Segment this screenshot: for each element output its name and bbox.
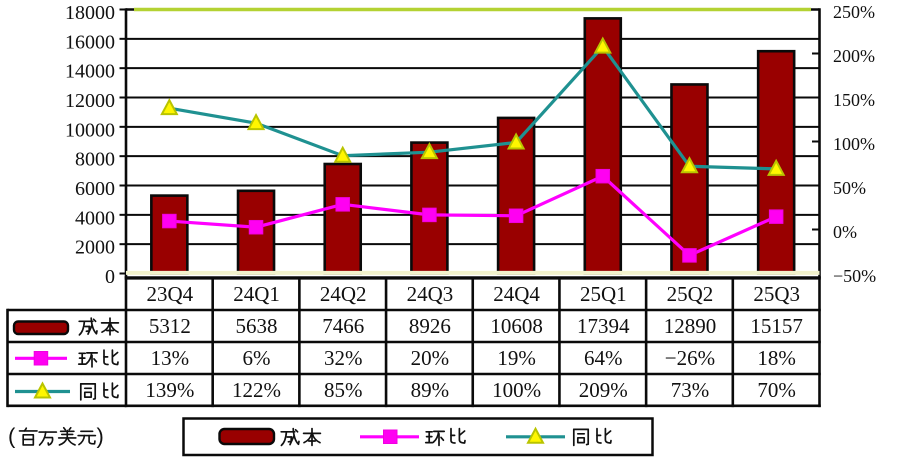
svg-text:10608: 10608 <box>490 314 543 338</box>
svg-text:73%: 73% <box>671 378 710 402</box>
svg-text:−26%: −26% <box>665 346 715 370</box>
svg-text:20%: 20% <box>411 346 450 370</box>
svg-text:0%: 0% <box>833 222 857 242</box>
svg-text:15157: 15157 <box>750 314 803 338</box>
svg-text:6000: 6000 <box>75 178 115 200</box>
svg-text:24Q1: 24Q1 <box>233 282 280 306</box>
svg-text:13%: 13% <box>151 346 190 370</box>
svg-text:): ) <box>97 424 104 449</box>
svg-text:8926: 8926 <box>409 314 451 338</box>
svg-text:2000: 2000 <box>75 237 115 259</box>
svg-text:50%: 50% <box>833 178 866 198</box>
svg-text:25Q3: 25Q3 <box>753 282 800 306</box>
svg-text:32%: 32% <box>324 346 363 370</box>
svg-text:16000: 16000 <box>65 31 115 53</box>
svg-text:25Q2: 25Q2 <box>667 282 714 306</box>
svg-text:100%: 100% <box>833 134 875 154</box>
svg-text:10000: 10000 <box>65 119 115 141</box>
svg-text:25Q1: 25Q1 <box>580 282 627 306</box>
svg-text:12890: 12890 <box>664 314 717 338</box>
svg-text:14000: 14000 <box>65 61 115 83</box>
svg-text:122%: 122% <box>232 378 281 402</box>
svg-text:8000: 8000 <box>75 149 115 171</box>
svg-text:70%: 70% <box>757 378 796 402</box>
svg-text:139%: 139% <box>145 378 194 402</box>
svg-text:4000: 4000 <box>75 207 115 229</box>
svg-text:200%: 200% <box>833 46 875 66</box>
svg-text:24Q3: 24Q3 <box>407 282 454 306</box>
svg-text:(: ( <box>8 424 16 449</box>
svg-text:12000: 12000 <box>65 90 115 112</box>
svg-text:6%: 6% <box>243 346 271 370</box>
svg-text:85%: 85% <box>324 378 363 402</box>
svg-text:5638: 5638 <box>236 314 278 338</box>
svg-text:7466: 7466 <box>322 314 364 338</box>
svg-text:24Q4: 24Q4 <box>493 282 540 306</box>
svg-text:19%: 19% <box>497 346 536 370</box>
svg-text:250%: 250% <box>833 2 875 22</box>
svg-text:150%: 150% <box>833 90 875 110</box>
svg-text:100%: 100% <box>492 378 541 402</box>
svg-text:209%: 209% <box>579 378 628 402</box>
svg-text:5312: 5312 <box>149 314 191 338</box>
svg-text:17394: 17394 <box>577 314 630 338</box>
svg-text:18000: 18000 <box>65 2 115 24</box>
svg-text:89%: 89% <box>411 378 450 402</box>
svg-text:23Q4: 23Q4 <box>147 282 194 306</box>
svg-text:−50%: −50% <box>833 266 876 286</box>
svg-text:18%: 18% <box>757 346 796 370</box>
svg-text:64%: 64% <box>584 346 623 370</box>
svg-text:0: 0 <box>105 266 115 288</box>
svg-text:24Q2: 24Q2 <box>320 282 367 306</box>
